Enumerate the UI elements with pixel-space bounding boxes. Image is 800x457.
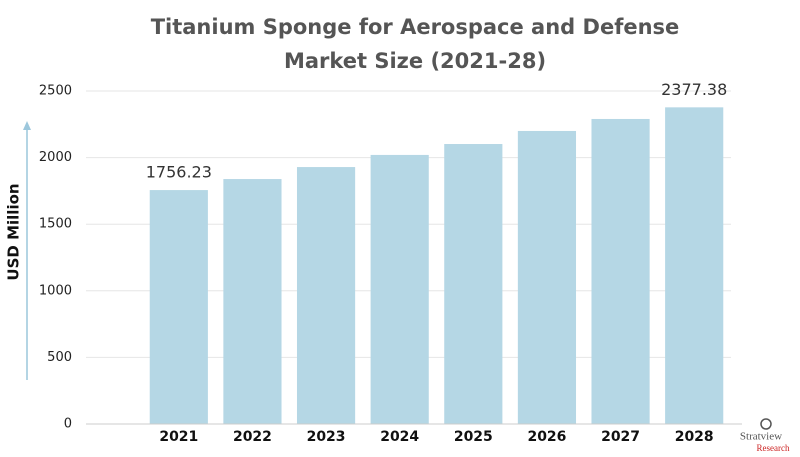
logo-name: Stratview — [740, 431, 782, 443]
bar — [665, 107, 724, 425]
bar — [444, 144, 503, 424]
x-tick-label: 2026 — [527, 429, 566, 445]
y-axis-label: USD Million — [5, 183, 23, 280]
chart-title: Titanium Sponge for Aerospace and Defens… — [150, 15, 680, 73]
bar — [517, 130, 577, 424]
value-label: 2377.38 — [661, 80, 727, 99]
x-tick-label: 2027 — [601, 429, 640, 445]
y-tick-label: 500 — [47, 350, 72, 365]
y-tick-label: 2500 — [39, 84, 72, 99]
y-tick-label: 1000 — [39, 283, 72, 298]
bar — [296, 167, 356, 425]
axis-arrow-head — [23, 121, 31, 130]
logo-icon — [760, 418, 772, 430]
y-tick-label: 0 — [64, 417, 72, 432]
bar — [149, 190, 208, 424]
bar — [591, 118, 650, 425]
x-tick-label: 2023 — [307, 429, 346, 445]
y-tick-label: 1500 — [39, 217, 72, 232]
y-tick-label: 2000 — [39, 150, 72, 165]
x-tick-label: 2021 — [159, 429, 198, 445]
value-label: 1756.23 — [146, 163, 212, 182]
x-tick-label: 2025 — [454, 429, 493, 445]
bar — [223, 179, 282, 424]
x-tick-label: 2028 — [675, 429, 714, 445]
x-tick-label: 2024 — [380, 429, 419, 445]
logo-sub: Research — [757, 443, 790, 453]
x-tick-label: 2022 — [233, 429, 272, 445]
bar — [370, 154, 429, 424]
